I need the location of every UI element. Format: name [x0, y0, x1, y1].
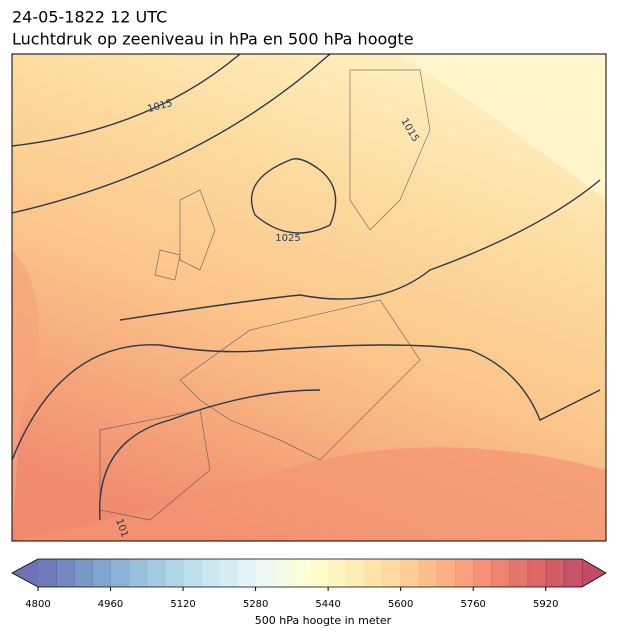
colorbar-segment: [310, 559, 329, 587]
colorbar-segment: [418, 559, 438, 587]
colorbar-tick-label: 5280: [243, 599, 268, 610]
colorbar-label: 500 hPa hoogte in meter: [255, 614, 392, 627]
colorbar-segment: [328, 559, 347, 587]
colorbar-tick-label: 5120: [170, 599, 195, 610]
height-band: [12, 250, 39, 541]
isobar: [250, 158, 337, 234]
colorbar-segment: [146, 559, 166, 587]
map-area: 1015 1025 1015 101: [12, 54, 606, 541]
colorbar-segment: [473, 559, 492, 587]
colorbar-tick-label: 5760: [460, 599, 485, 610]
colorbar-extend: [12, 559, 38, 587]
height-band: [12, 447, 606, 541]
colorbar-segment: [128, 559, 148, 587]
colorbar-segment: [74, 559, 93, 587]
colorbar-segment: [509, 559, 529, 587]
colorbar-segment: [527, 559, 547, 587]
colorbar-tick-label: 5600: [388, 599, 413, 610]
map-subtitle: Luchtdruk op zeeniveau in hPa en 500 hPa…: [12, 30, 414, 49]
colorbar-segment: [201, 559, 220, 587]
map-title: 24-05-1822 12 UTC: [12, 8, 167, 27]
colorbar-tick-label: 5440: [315, 599, 340, 610]
colorbar-segment: [436, 559, 456, 587]
colorbar-tick-label: 5920: [533, 599, 558, 610]
colorbar-tick-label: 4800: [25, 599, 50, 610]
colorbar-segment: [291, 559, 311, 587]
colorbar-segment: [56, 559, 75, 587]
colorbar-segment: [183, 559, 202, 587]
colorbar-segment: [273, 559, 293, 587]
colorbar-segment: [563, 559, 583, 587]
coastlines: [99, 69, 431, 521]
isobar: [12, 54, 241, 147]
colorbar-segment: [38, 559, 57, 587]
map-frame: [11, 53, 607, 542]
colorbar: 4800 4960 5120 5280 5440 5600 5760 5920: [11, 558, 607, 610]
isobar: [12, 54, 331, 214]
colorbar-segment: [400, 559, 420, 587]
contour-label: 1025: [275, 233, 300, 244]
colorbar-segment: [164, 559, 184, 587]
isobar: [12, 344, 601, 461]
colorbar-outline: [11, 558, 607, 588]
height-band: [400, 54, 606, 200]
colorbar-segment: [255, 559, 275, 587]
colorbar-segment: [346, 559, 365, 587]
colorbar-extend: [582, 559, 606, 587]
colorbar-segment: [364, 559, 384, 587]
colorbar-segment: [545, 559, 565, 587]
colorbar-segment: [455, 559, 474, 587]
colorbar-segment: [110, 559, 130, 587]
colorbar-segment: [382, 559, 402, 587]
colorbar-segment: [219, 559, 238, 587]
colorbar-segment: [491, 559, 510, 587]
isobar: [99, 389, 321, 521]
colorbar-segment: [92, 559, 112, 587]
isobar: [119, 179, 601, 321]
colorbar-segment: [237, 559, 257, 587]
colorbar-tick-label: 4960: [98, 599, 123, 610]
